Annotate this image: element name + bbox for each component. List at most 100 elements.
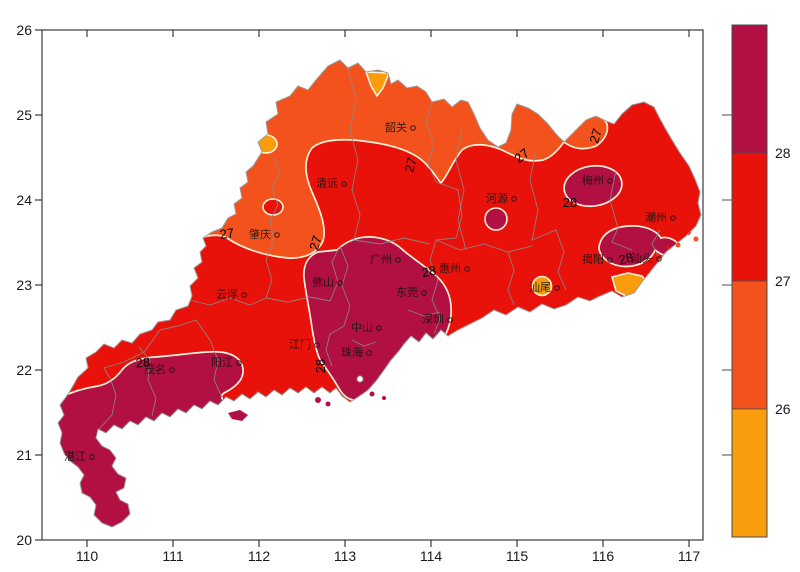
admin-boundary-line	[353, 237, 431, 245]
city-label: 汕尾	[529, 281, 551, 294]
x-axis-tick-label: 116	[592, 548, 615, 564]
city-label: 佛山	[312, 276, 334, 289]
city-label: 茂名	[144, 362, 166, 376]
city-marker-icon	[464, 266, 470, 272]
city-marker-icon	[89, 454, 95, 460]
admin-boundary-line	[435, 181, 463, 241]
colorbar: 28 27 26	[722, 24, 791, 538]
axes: 110 111 112 113 114 115 116 117 26 25 24 23 22 21 20	[16, 22, 704, 564]
city-marker-icon	[395, 257, 401, 263]
admin-boundary-line	[159, 319, 197, 331]
x-axis-tick-label: 111	[162, 548, 183, 564]
city-label: 阳江	[211, 356, 233, 369]
city-marker-icon	[274, 232, 280, 238]
city-label: 湛江	[64, 450, 86, 463]
y-axis-tick-label: 23	[16, 277, 32, 293]
city-label: 深圳	[422, 313, 444, 326]
y-axis-tick-label: 26	[16, 22, 32, 38]
colorbar-tick-label: 28	[775, 145, 791, 161]
city-label: 汕头	[631, 252, 653, 265]
city-marker-icon	[447, 317, 453, 323]
admin-boundary-line	[339, 245, 351, 327]
city-label: 云浮	[216, 288, 238, 301]
contour-value-label: 27	[306, 234, 325, 252]
admin-boundary-line	[507, 251, 515, 306]
colorbar-border	[731, 24, 768, 538]
contour-value-label: 27	[401, 156, 419, 174]
city-marker-icon	[314, 342, 320, 348]
city-marker-icon	[366, 350, 372, 356]
city-label: 清远	[316, 177, 338, 190]
contour-value-label: 28	[420, 263, 437, 281]
admin-boundaries	[97, 67, 661, 431]
city-label: 广州	[370, 253, 392, 266]
city-marker-icon	[236, 360, 242, 366]
colorbar-tick-label: 27	[775, 273, 791, 289]
colorbar-segment	[731, 408, 768, 538]
islet-outline	[356, 375, 364, 383]
band-28-heyuan-pocket	[484, 207, 508, 231]
admin-boundary-line	[429, 239, 441, 335]
islet	[369, 391, 375, 397]
city-label: 梅州	[582, 173, 604, 187]
city-label: 河源	[486, 191, 508, 205]
colorbar-segment	[731, 280, 768, 410]
islet	[315, 397, 321, 403]
city-marker-icon	[337, 280, 343, 286]
band-26-shanwei-spot	[531, 275, 553, 297]
admin-boundary-line	[265, 157, 281, 299]
colorbar-segment	[731, 152, 768, 282]
island-hailing	[228, 410, 248, 421]
x-axis-tick-label: 115	[506, 548, 529, 564]
x-axis-tick-label: 113	[334, 548, 357, 564]
city-marker-icon	[656, 256, 662, 262]
y-axis-tick-label: 24	[16, 192, 32, 208]
y-axis-tick-label: 20	[16, 532, 32, 548]
islet	[325, 401, 331, 407]
admin-boundary-line	[325, 325, 345, 367]
colorbar-segment	[731, 24, 768, 154]
city-marker-icon	[341, 181, 347, 187]
city-marker-icon	[554, 285, 560, 291]
city-label: 肇庆	[249, 227, 271, 241]
admin-boundary-line	[651, 229, 661, 257]
offshore-islands	[228, 229, 699, 421]
band-26-island-top-wedge	[364, 71, 391, 98]
city-marker-icon	[241, 292, 247, 298]
admin-boundary-line	[265, 296, 331, 303]
islet	[693, 236, 699, 242]
city-label: 江门	[289, 337, 311, 351]
admin-boundary-line	[97, 367, 117, 431]
contour-27-line-northwest	[175, 138, 565, 259]
city-marker-icon	[670, 215, 676, 221]
contour-value-label: 28	[313, 359, 328, 373]
x-axis-tick-label: 110	[76, 548, 99, 564]
city-marker-icon	[607, 178, 613, 184]
city-marker-icon	[607, 257, 613, 263]
admin-boundary-line	[425, 101, 437, 183]
admin-boundary-line	[138, 346, 157, 417]
admin-boundary-line	[609, 169, 633, 251]
x-axis-tick-label: 112	[248, 548, 271, 564]
admin-boundary-line	[455, 129, 467, 251]
city-label: 中山	[351, 321, 373, 334]
islet	[685, 229, 691, 235]
city-label: 惠州	[439, 261, 461, 275]
islet	[382, 396, 386, 400]
admin-boundary-line	[195, 319, 223, 398]
city-label: 珠海	[341, 345, 363, 359]
band-27-island-zhaoqing-north	[262, 198, 284, 216]
contour-value-label: 28	[135, 354, 151, 370]
contour-value-label: 27	[586, 127, 605, 145]
admin-boundary-line	[435, 239, 533, 253]
admin-boundary-line	[347, 67, 361, 241]
contour-value-label: 28	[563, 195, 577, 210]
admin-boundary-line	[103, 329, 161, 369]
admin-boundary-line	[351, 339, 377, 347]
contour-value-label: 27	[219, 225, 235, 242]
y-axis-tick-label: 25	[16, 107, 32, 123]
city-marker-icon	[169, 367, 175, 373]
